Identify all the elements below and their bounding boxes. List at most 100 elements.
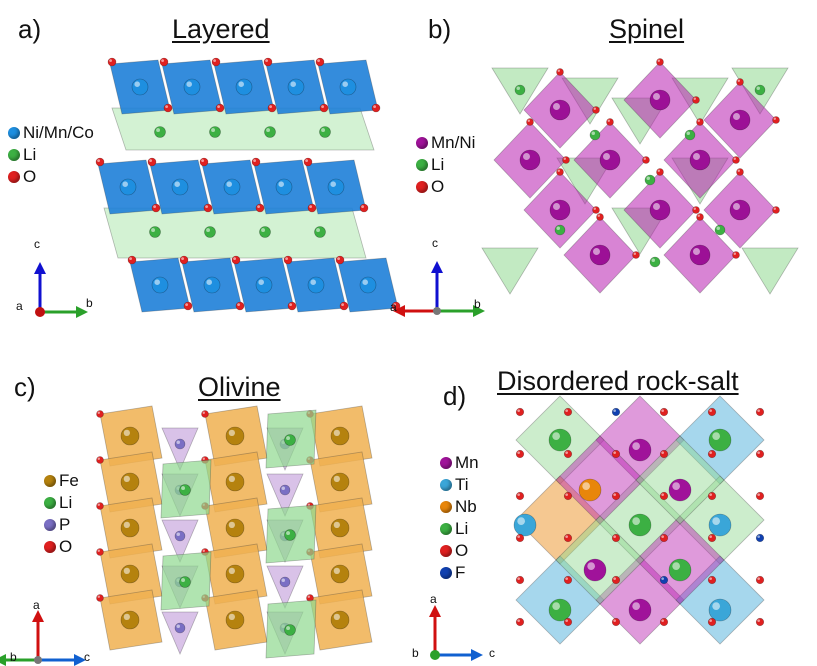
oxygen-atom	[516, 450, 524, 458]
oxygen-atom	[756, 492, 764, 500]
oxygen-atom	[564, 534, 572, 542]
oxygen-atom	[516, 492, 524, 500]
oxygen-atom	[756, 618, 764, 626]
cation-atom	[549, 599, 571, 621]
cation-atom	[629, 514, 651, 536]
cation-atom-highlight	[582, 482, 590, 490]
oxygen-atom-highlight	[661, 409, 664, 412]
f-atom-highlight	[757, 535, 760, 538]
oxygen-atom	[660, 492, 668, 500]
oxygen-atom-highlight	[613, 577, 616, 580]
oxygen-atom	[612, 492, 620, 500]
oxygen-atom	[660, 618, 668, 626]
cation-atom-highlight	[632, 602, 640, 610]
f-atom-highlight	[661, 577, 664, 580]
oxygen-atom	[564, 408, 572, 416]
oxygen-atom	[708, 534, 716, 542]
cation-atom	[669, 479, 691, 501]
cation-atom-highlight	[632, 442, 640, 450]
oxygen-atom	[612, 534, 620, 542]
f-atom	[612, 408, 620, 416]
oxygen-atom-highlight	[517, 409, 520, 412]
oxygen-atom	[516, 618, 524, 626]
cation-atom	[709, 599, 731, 621]
oxygen-atom-highlight	[517, 619, 520, 622]
oxygen-atom-highlight	[613, 535, 616, 538]
oxygen-atom	[612, 576, 620, 584]
oxygen-atom	[756, 450, 764, 458]
oxygen-atom-highlight	[661, 451, 664, 454]
cation-atom-highlight	[632, 517, 640, 525]
oxygen-atom-highlight	[709, 493, 712, 496]
axis-up-arrowhead	[429, 605, 441, 617]
cation-atom	[709, 429, 731, 451]
oxygen-atom	[708, 576, 716, 584]
oxygen-atom-highlight	[709, 577, 712, 580]
oxygen-atom-highlight	[661, 619, 664, 622]
axis-right-arrowhead	[471, 649, 483, 661]
f-atom-highlight	[613, 409, 616, 412]
oxygen-atom	[564, 576, 572, 584]
oxygen-atom	[660, 450, 668, 458]
oxygen-atom	[516, 408, 524, 416]
oxygen-atom-highlight	[757, 577, 760, 580]
cation-atom	[584, 559, 606, 581]
oxygen-atom-highlight	[709, 451, 712, 454]
cation-atom-highlight	[712, 432, 720, 440]
oxygen-atom-highlight	[517, 577, 520, 580]
oxygen-atom-highlight	[613, 493, 616, 496]
oxygen-atom-highlight	[709, 619, 712, 622]
cation-atom-highlight	[712, 517, 720, 525]
oxygen-atom-highlight	[757, 409, 760, 412]
axis-b-dot	[430, 650, 440, 660]
cation-atom	[669, 559, 691, 581]
oxygen-atom	[708, 450, 716, 458]
oxygen-atom-highlight	[613, 451, 616, 454]
cation-atom	[549, 429, 571, 451]
cation-atom-highlight	[552, 432, 560, 440]
f-atom	[660, 576, 668, 584]
cation-atom	[629, 439, 651, 461]
cation-atom	[579, 479, 601, 501]
oxygen-atom-highlight	[757, 619, 760, 622]
oxygen-atom-highlight	[757, 493, 760, 496]
oxygen-atom	[612, 450, 620, 458]
oxygen-atom-highlight	[613, 619, 616, 622]
cation-atom-highlight	[672, 482, 680, 490]
cation-atom-highlight	[517, 517, 525, 525]
cation-atom	[629, 599, 651, 621]
oxygen-atom-highlight	[517, 451, 520, 454]
oxygen-atom	[612, 618, 620, 626]
oxygen-atom-highlight	[517, 493, 520, 496]
oxygen-atom-highlight	[709, 409, 712, 412]
cation-atom-highlight	[672, 562, 680, 570]
axis-label-right: c	[489, 646, 495, 660]
oxygen-atom-highlight	[565, 535, 568, 538]
oxygen-atom	[564, 492, 572, 500]
oxygen-atom-highlight	[565, 493, 568, 496]
cation-atom-highlight	[712, 602, 720, 610]
oxygen-atom	[708, 408, 716, 416]
oxygen-atom-highlight	[565, 409, 568, 412]
cation-atom	[709, 514, 731, 536]
cation-atom	[514, 514, 536, 536]
oxygen-atom	[564, 450, 572, 458]
oxygen-atom-highlight	[517, 535, 520, 538]
oxygen-atom-highlight	[565, 619, 568, 622]
oxygen-atom-highlight	[661, 493, 664, 496]
f-atom	[756, 534, 764, 542]
oxygen-atom	[564, 618, 572, 626]
oxygen-atom-highlight	[757, 451, 760, 454]
oxygen-atom-highlight	[565, 577, 568, 580]
oxygen-atom	[708, 492, 716, 500]
cation-atom-highlight	[587, 562, 595, 570]
oxygen-atom	[660, 408, 668, 416]
cation-atom-highlight	[552, 602, 560, 610]
axis-label-left: b	[412, 646, 419, 660]
oxygen-atom	[516, 534, 524, 542]
oxygen-atom-highlight	[661, 535, 664, 538]
oxygen-atom	[516, 576, 524, 584]
oxygen-atom-highlight	[565, 451, 568, 454]
oxygen-atom	[708, 618, 716, 626]
